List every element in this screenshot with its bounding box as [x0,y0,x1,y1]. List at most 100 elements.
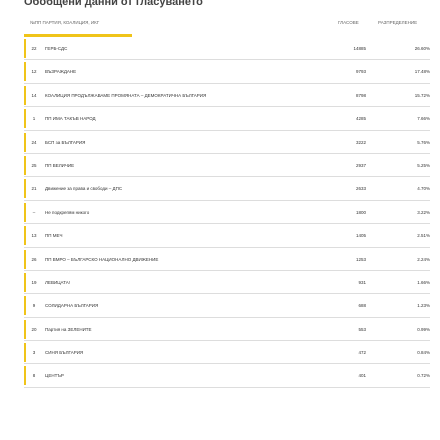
vote-share: 4.70% [417,186,430,192]
table-row[interactable]: 14 КОАЛИЦИЯ ПРОДЪЛЖАВАМЕ ПРОМЯНАТА – ДЕМО… [0,84,440,108]
vote-share: 0.72% [417,373,430,379]
row-accent-bar [24,272,26,292]
row-divider [24,152,430,154]
table-row[interactable]: 12 ВЪЗРАЖДАНЕ 9793 17.48% [0,60,440,84]
page-title: Обобщени данни от гласуването [24,0,203,8]
vote-share: 2.51% [417,233,430,239]
vote-count: 688 [358,303,366,309]
row-divider [24,316,430,318]
party-number: 25 [31,162,37,168]
party-name: СИНЯ БЪЛГАРИЯ [45,350,84,356]
row-divider [24,59,430,61]
table-row[interactable]: 8 ЦЕНТЪР 401 0.72% [0,364,440,388]
party-number: 22 [31,46,37,51]
row-accent-bar [24,319,26,339]
table-row[interactable]: 13 ПП МЕЧ 1405 2.51% [0,224,440,248]
vote-count: 1800 [355,209,366,215]
row-accent-bar [24,132,26,152]
row-divider [24,340,430,342]
row-accent-bar [24,155,26,175]
row-divider [24,199,430,201]
row-divider [24,386,430,388]
party-name: ЛЕВИЦАТА! [45,279,71,285]
table-header: №ПП ПАРТИЯ, КОАЛИЦИЯ, ИКГ ГЛАСОВЕ РАЗПРЕ… [0,20,440,30]
party-name: КОАЛИЦИЯ ПРОДЪЛЖАВАМЕ ПРОМЯНАТА – ДЕМОКР… [45,92,207,98]
vote-count: 2937 [355,162,366,168]
table-row[interactable]: 20 Партия на ЗЕЛЕНИТЕ 553 0.99% [0,318,440,342]
vote-share: 0.99% [417,326,430,332]
vote-count: 8798 [355,92,366,98]
vote-share: 1.23% [417,303,430,309]
row-accent-bar [24,62,26,82]
vote-count: 401 [358,373,366,379]
vote-count: 472 [358,350,366,356]
table-row[interactable]: 24 БСП за БЪЛГАРИЯ 3222 5.76% [0,131,440,154]
vote-share: 17.48% [414,69,430,75]
results-table: 22 ГЕРБ-СДС 14885 26.60% 12 ВЪЗРАЖДАНЕ 9793 17.… [0,37,440,388]
party-name: ПП ВЕЛИЧИЕ [45,162,75,168]
header-share: РАЗПРЕДЕЛЕНИЕ [378,20,418,25]
vote-share: 26.60% [414,46,430,51]
vote-share: 3.22% [417,209,430,215]
vote-count: 9793 [355,69,366,75]
table-row[interactable]: 1 ПП ИМА ТАКЪВ НАРОД 4285 7.66% [0,107,440,131]
vote-share: 2.24% [417,256,430,262]
party-number: 26 [31,256,37,262]
table-row[interactable]: 9 СОЛИДАРНА БЪЛГАРИЯ 688 1.23% [0,294,440,318]
row-divider [24,223,430,225]
party-name: ПП ВМРО – БЪЛГАРСКО НАЦИОНАЛНО ДВИЖЕНИЕ [45,256,159,262]
party-name: Не подкрепям никого [45,209,90,215]
table-row[interactable]: 22 ГЕРБ-СДС 14885 26.60% [0,37,440,61]
row-accent-bar [24,366,26,386]
table-row[interactable]: 25 ПП ВЕЛИЧИЕ 2937 5.25% [0,154,440,178]
row-divider [24,106,430,108]
row-accent-bar [24,202,26,222]
row-accent-bar [24,226,26,246]
header-votes: ГЛАСОВЕ [338,20,359,25]
party-name: СОЛИДАРНА БЪЛГАРИЯ [45,303,99,309]
vote-count: 931 [358,279,366,285]
row-accent-bar [24,343,26,363]
row-divider [24,82,430,84]
table-row[interactable]: 3 СИНЯ БЪЛГАРИЯ 472 0.84% [0,341,440,365]
row-accent-bar [24,39,26,58]
row-accent-bar [24,109,26,129]
header-accent-bar [24,34,132,37]
party-number: 12 [31,69,37,75]
vote-count: 1405 [355,233,366,239]
party-name: ПП МЕЧ [45,233,63,239]
party-name: Партия на ЗЕЛЕНИТЕ [45,326,92,332]
table-row[interactable]: 19 ЛЕВИЦАТА! 931 1.66% [0,271,440,295]
party-name: ВЪЗРАЖДАНЕ [45,69,77,75]
party-number: 19 [31,279,37,285]
table-row[interactable]: 21 Движение за права и свободи – ДПС 2633 4… [0,177,440,201]
vote-share: 0.84% [417,350,430,356]
party-number: 8 [32,373,36,379]
vote-count: 3222 [355,139,366,145]
party-number: 13 [31,233,37,239]
vote-share: 15.72% [414,92,430,98]
row-divider [24,176,430,178]
vote-count: 4285 [355,116,366,122]
row-divider [24,129,430,131]
party-name: ГЕРБ-СДС [45,46,68,51]
vote-count: 2633 [355,186,366,192]
row-divider [24,269,430,271]
party-number: – [32,209,36,215]
party-name: БСП за БЪЛГАРИЯ [45,139,86,145]
party-number: 14 [31,92,37,98]
row-accent-bar [24,85,26,105]
party-number: 21 [31,186,37,192]
party-name: ПП ИМА ТАКЪВ НАРОД [45,116,96,122]
party-number: 1 [32,116,36,122]
row-accent-bar [24,179,26,199]
party-name: Движение за права и свободи – ДПС [45,186,123,192]
table-row[interactable]: 26 ПП ВМРО – БЪЛГАРСКО НАЦИОНАЛНО ДВИЖЕНИ… [0,248,440,271]
vote-share: 7.66% [417,116,430,122]
row-accent-bar [24,249,26,269]
row-accent-bar [24,296,26,316]
header-party: №ПП ПАРТИЯ, КОАЛИЦИЯ, ИКГ [30,20,100,25]
table-row[interactable]: – Не подкрепям никого 1800 3.22% [0,201,440,225]
row-divider [24,246,430,248]
